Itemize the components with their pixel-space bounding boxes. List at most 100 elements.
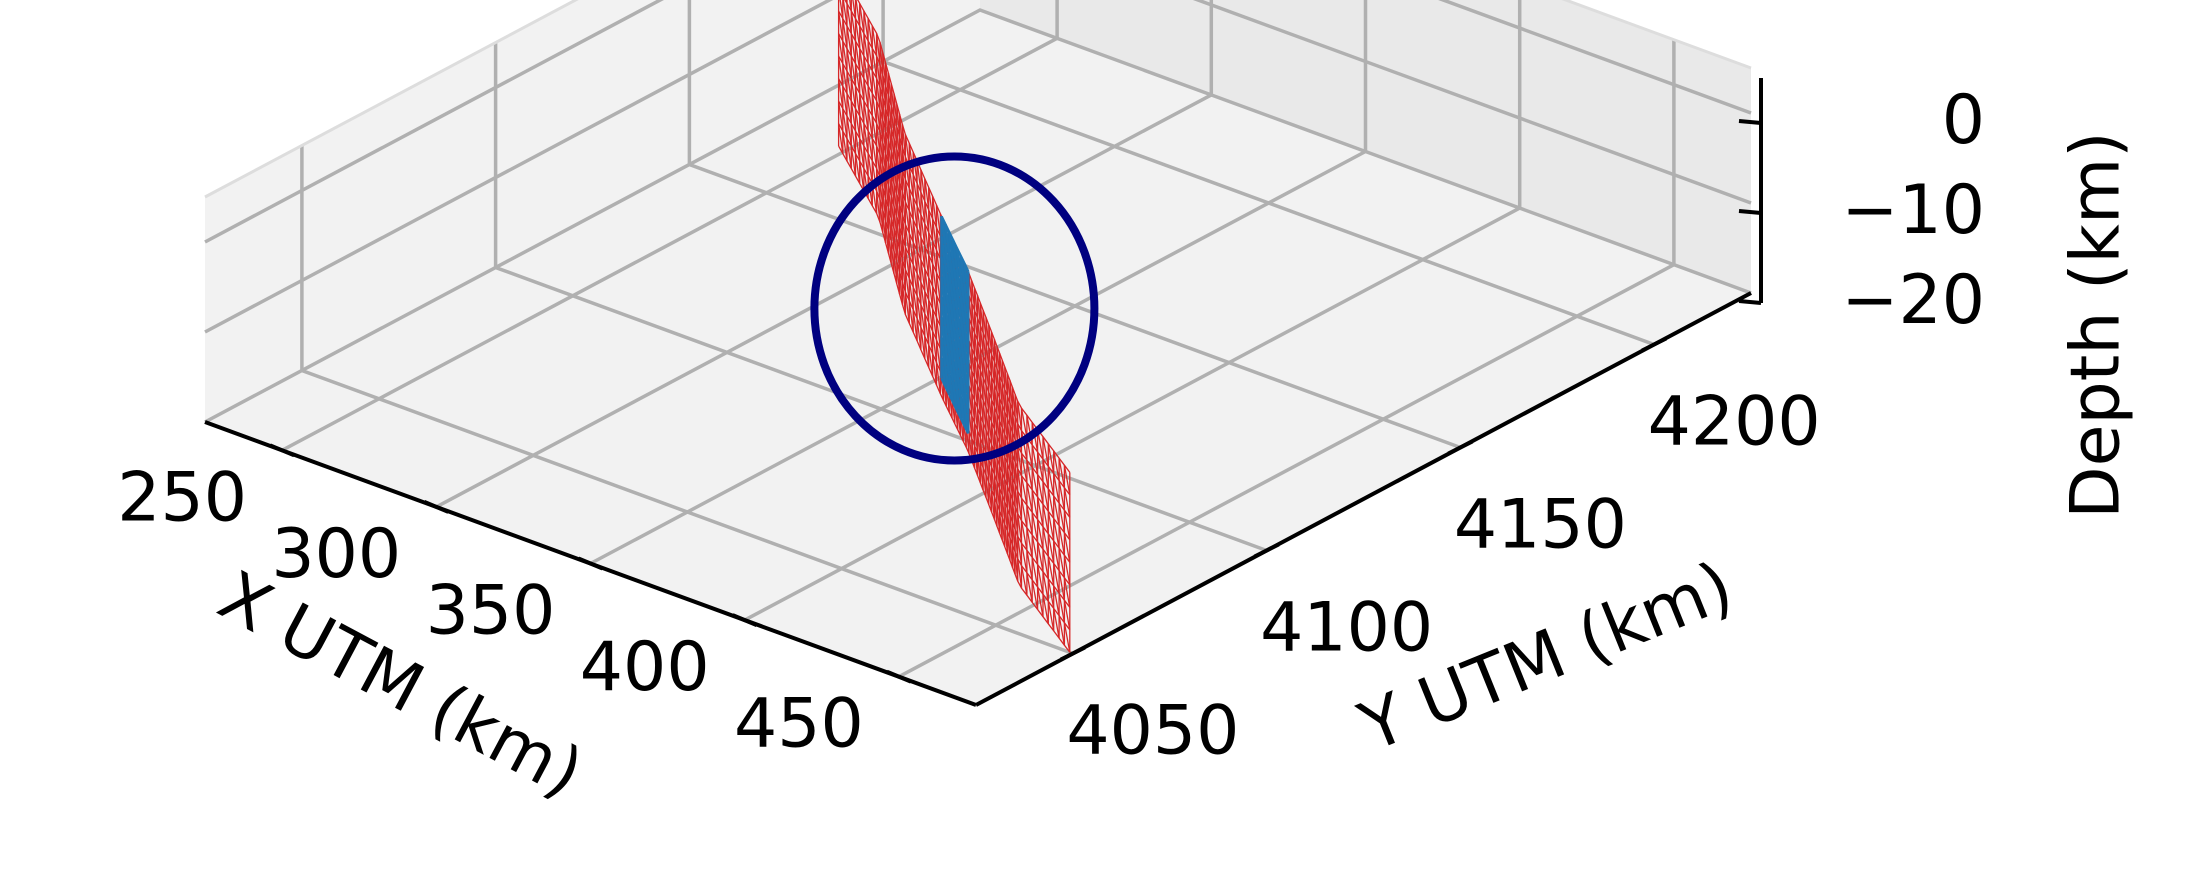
red-mesh-diagonal [1004, 456, 1009, 487]
red-mesh-diagonal [1011, 499, 1016, 530]
red-mesh-diagonal [898, 181, 904, 215]
blue-mesh-diagonal [959, 377, 966, 406]
red-mesh-diagonal [1026, 550, 1033, 581]
red-mesh-diagonal [1014, 394, 1019, 424]
red-mesh-diagonal [1020, 565, 1028, 596]
red-mesh-diagonal [928, 277, 934, 309]
red-mesh-diagonal [1001, 494, 1006, 525]
red-mesh-diagonal [935, 249, 942, 282]
red-mesh-diagonal [973, 355, 979, 386]
blue-mesh-diagonal [940, 256, 947, 286]
blue-mesh-diagonal [940, 317, 947, 346]
red-mesh-diagonal [854, 18, 861, 49]
x-tick-mark [269, 443, 295, 458]
red-mesh-diagonal [920, 214, 926, 247]
red-mesh-diagonal [846, 71, 852, 102]
red-mesh-diagonal [982, 310, 987, 340]
y-tick-label: 4200 [1648, 383, 1821, 462]
red-mesh-diagonal [839, 0, 844, 19]
red-mesh-diagonal [1017, 491, 1023, 521]
red-mesh-diagonal [1058, 615, 1066, 646]
red-mesh-diagonal [990, 489, 996, 520]
x-tick-label: 300 [271, 515, 401, 594]
red-mesh-diagonal [901, 214, 907, 248]
red-mesh-diagonal [1020, 475, 1028, 506]
red-mesh-diagonal [990, 466, 996, 497]
blue-mesh-diagonal [951, 361, 958, 390]
red-mesh-diagonal [920, 169, 926, 202]
red-mesh-diagonal [896, 261, 901, 295]
red-mesh-diagonal [990, 444, 996, 475]
red-mesh-diagonal [1047, 488, 1055, 519]
red-mesh-diagonal [1011, 544, 1016, 575]
red-mesh-diagonal [887, 73, 892, 106]
x-tick-label: 450 [734, 685, 864, 764]
z-tick-mark [1738, 119, 1762, 125]
blue-mesh-diagonal [951, 280, 958, 309]
red-mesh-diagonal [904, 179, 910, 211]
red-mesh-diagonal [931, 353, 938, 386]
red-mesh-diagonal [908, 143, 914, 175]
red-mesh-diagonal [1004, 389, 1009, 419]
red-mesh-diagonal [971, 370, 976, 401]
red-mesh-diagonal [887, 95, 892, 129]
red-mesh-diagonal [988, 324, 993, 355]
red-mesh-diagonal [928, 209, 934, 242]
red-mesh-diagonal [916, 228, 922, 260]
red-mesh-diagonal [863, 145, 869, 176]
red-mesh-diagonal [1063, 622, 1071, 653]
red-mesh-diagonal [850, 78, 857, 109]
red-mesh-diagonal [1004, 501, 1009, 532]
red-mesh-diagonal [996, 391, 1001, 421]
blue-mesh-diagonal [963, 405, 970, 434]
red-mesh-diagonal [890, 195, 895, 229]
red-mesh-diagonal [982, 467, 987, 498]
red-mesh-diagonal [887, 185, 892, 219]
red-mesh-diagonal [901, 259, 907, 293]
red-mesh-diagonal [1047, 601, 1055, 632]
red-mesh-diagonal [990, 399, 996, 430]
red-mesh-diagonal [979, 370, 984, 401]
red-mesh-diagonal [1020, 452, 1028, 483]
red-mesh-diagonal [982, 400, 987, 430]
red-mesh-diagonal [1004, 524, 1009, 554]
red-mesh-diagonal [852, 0, 857, 19]
red-mesh-diagonal [887, 140, 892, 174]
red-mesh-diagonal [912, 197, 918, 229]
axis-lines [204, 78, 1763, 707]
red-mesh-diagonal [920, 259, 926, 292]
red-mesh-diagonal [931, 241, 938, 273]
red-mesh-diagonal [875, 78, 881, 110]
blue-mesh-diagonal [963, 344, 970, 373]
red-mesh-diagonal [904, 224, 910, 256]
red-mesh-diagonal [846, 3, 852, 34]
red-mesh-diagonal [988, 392, 993, 423]
red-mesh-diagonal [884, 175, 890, 209]
red-mesh-diagonal [979, 392, 984, 423]
red-mesh-diagonal [854, 40, 861, 71]
blue-mesh-diagonal [947, 312, 955, 342]
red-mesh-diagonal [890, 173, 895, 207]
red-mesh-diagonal [912, 287, 918, 319]
red-mesh-diagonal [842, 0, 848, 27]
red-mesh-diagonal [1053, 540, 1060, 571]
red-mesh-diagonal [920, 192, 926, 224]
red-mesh-diagonal [1058, 525, 1066, 556]
red-mesh-diagonal [1006, 396, 1011, 426]
red-mesh-diagonal [920, 304, 926, 337]
red-mesh-diagonal [935, 272, 942, 304]
red-mesh-diagonal [1009, 492, 1014, 523]
blue-mesh-diagonal [951, 260, 958, 289]
red-mesh-diagonal [1004, 479, 1009, 509]
red-mesh-diagonal [882, 52, 887, 86]
red-mesh-diagonal [928, 232, 934, 264]
red-mesh-diagonal [1031, 467, 1039, 498]
red-mesh-diagonal [1001, 404, 1006, 435]
red-mesh-diagonal [904, 246, 910, 279]
red-mesh-diagonal [887, 208, 892, 241]
red-mesh-diagonal [849, 0, 852, 12]
red-mesh-diagonal [1017, 468, 1023, 499]
blue-mesh-diagonal [944, 224, 951, 253]
red-mesh-diagonal [976, 362, 981, 393]
